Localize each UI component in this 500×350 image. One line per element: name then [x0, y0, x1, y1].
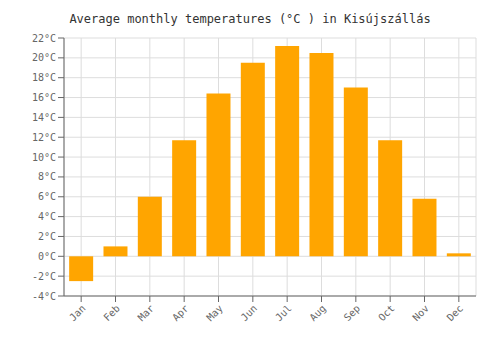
svg-text:Jan: Jan	[67, 303, 88, 324]
svg-text:20°C: 20°C	[32, 52, 56, 63]
svg-text:2°C: 2°C	[38, 231, 56, 242]
svg-text:May: May	[204, 303, 225, 324]
svg-text:10°C: 10°C	[32, 152, 56, 163]
svg-text:-2°C: -2°C	[32, 271, 56, 282]
svg-text:Sep: Sep	[342, 303, 363, 324]
svg-text:Jun: Jun	[239, 303, 260, 324]
svg-text:-4°C: -4°C	[32, 291, 56, 302]
svg-text:18°C: 18°C	[32, 72, 56, 83]
svg-text:12°C: 12°C	[32, 132, 56, 143]
svg-text:8°C: 8°C	[38, 171, 56, 182]
svg-text:4°C: 4°C	[38, 211, 56, 222]
svg-text:Apr: Apr	[170, 303, 191, 324]
svg-text:6°C: 6°C	[38, 191, 56, 202]
svg-text:Feb: Feb	[101, 303, 122, 324]
svg-text:Aug: Aug	[307, 303, 328, 324]
svg-text:0°C: 0°C	[38, 251, 56, 262]
svg-text:16°C: 16°C	[32, 92, 56, 103]
svg-text:Mar: Mar	[136, 303, 157, 324]
svg-text:Oct: Oct	[376, 303, 397, 324]
svg-text:22°C: 22°C	[32, 33, 56, 44]
svg-text:14°C: 14°C	[32, 112, 56, 123]
html-text:Average monthly temperatures (: Average monthly temperatures (°C ) in Ki…	[69, 12, 431, 26]
svg-text:Dec: Dec	[445, 303, 466, 324]
svg-text:Nov: Nov	[410, 303, 431, 324]
svg-text:Jul: Jul	[273, 303, 294, 324]
